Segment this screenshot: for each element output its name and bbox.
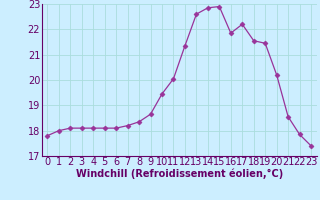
X-axis label: Windchill (Refroidissement éolien,°C): Windchill (Refroidissement éolien,°C) — [76, 169, 283, 179]
